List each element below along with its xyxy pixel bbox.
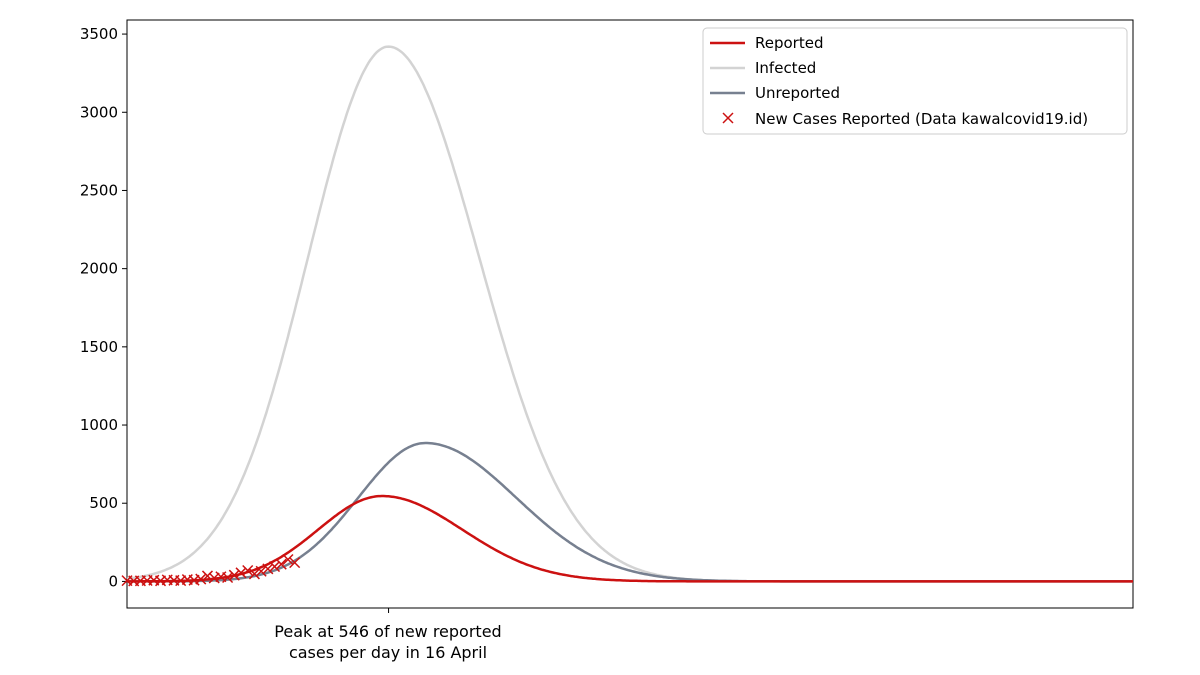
plot-area-frame xyxy=(126,19,1134,609)
legend-label-scatter: New Cases Reported (Data kawalcovid19.id… xyxy=(755,110,1088,128)
y-tick-label-1000: 1000 xyxy=(80,416,118,434)
legend-label-reported: Reported xyxy=(755,34,823,52)
y-tick-label-1500: 1500 xyxy=(80,338,118,356)
y-tick-label-0: 0 xyxy=(108,572,118,590)
scatter-point xyxy=(262,563,274,575)
annotation-line-1: Peak at 546 of new reported xyxy=(274,622,501,641)
legend-swatch-scatter xyxy=(722,112,734,124)
legend: Reported Infected Unreported New Cases R… xyxy=(702,27,1128,135)
y-axis-ticks: 0 500 1000 1500 2000 2500 3000 3500 xyxy=(80,25,127,590)
scatter-point xyxy=(248,568,260,580)
scatter-point xyxy=(255,565,267,577)
scatter-point xyxy=(195,573,207,585)
legend-label-unreported: Unreported xyxy=(755,84,840,102)
y-tick-label-2500: 2500 xyxy=(80,181,118,199)
scatter-point xyxy=(208,572,220,584)
scatter-point xyxy=(275,558,287,570)
scatter-point xyxy=(269,561,281,573)
series-line-reported xyxy=(127,494,1133,583)
series-lines xyxy=(126,45,1133,583)
scatter-markers xyxy=(121,553,301,587)
legend-frame xyxy=(702,27,1128,135)
scatter-point xyxy=(289,557,301,569)
scatter-point xyxy=(222,571,234,584)
scatter-point xyxy=(201,570,214,582)
scatter-point xyxy=(242,564,254,576)
y-tick-label-3500: 3500 xyxy=(80,25,118,43)
scatter-point xyxy=(282,553,294,566)
legend-label-infected: Infected xyxy=(755,59,816,77)
scatter-point xyxy=(235,567,247,579)
annotation-line-2: cases per day in 16 April xyxy=(289,643,487,662)
y-tick-label-3000: 3000 xyxy=(80,103,118,121)
scatter-point xyxy=(228,569,240,581)
y-tick-label-500: 500 xyxy=(89,494,118,512)
y-tick-label-2000: 2000 xyxy=(80,260,118,278)
